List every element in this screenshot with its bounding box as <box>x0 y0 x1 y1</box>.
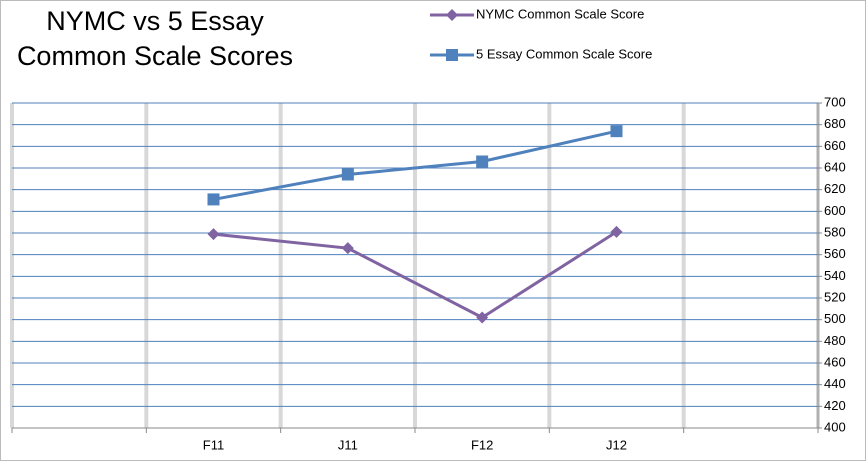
y-tick-label: 700 <box>824 94 846 109</box>
x-tick-label: J11 <box>338 437 358 452</box>
x-tick-label: J12 <box>606 437 627 452</box>
y-tick-label: 560 <box>824 246 846 261</box>
point <box>207 228 220 241</box>
y-tick-label: 540 <box>824 268 846 283</box>
y-tick-label: 680 <box>824 116 846 131</box>
legend-marker <box>446 9 458 21</box>
series-line <box>213 129 617 201</box>
x-tick-label: F12 <box>471 437 493 452</box>
y-tick-label: 500 <box>824 311 846 326</box>
y-tick-label: 580 <box>824 224 846 239</box>
y-tick-label: 620 <box>824 181 846 196</box>
y-tick-label: 420 <box>824 398 846 413</box>
y-tick-label: 520 <box>824 289 846 304</box>
series-line <box>213 230 618 320</box>
legend-label: NYMC Common Scale Score <box>476 6 644 21</box>
point <box>207 193 220 206</box>
legend-label: 5 Essay Common Scale Score <box>476 46 652 61</box>
legend-marker <box>446 49 458 61</box>
y-tick-label: 660 <box>824 138 846 153</box>
point <box>341 242 354 255</box>
y-tick-label: 480 <box>824 333 846 348</box>
point <box>341 168 354 181</box>
y-tick-label: 600 <box>824 203 846 218</box>
y-tick-label: 640 <box>824 159 846 174</box>
y-tick-label: 460 <box>824 354 846 369</box>
chart-title: NYMC vs 5 Essay Common Scale Scores <box>16 6 294 71</box>
x-tick-label: F11 <box>203 437 224 452</box>
point <box>476 155 489 168</box>
y-tick-label: 440 <box>824 376 846 391</box>
y-tick-label: 400 <box>824 419 846 434</box>
point <box>610 225 623 238</box>
point <box>610 125 623 138</box>
point <box>476 311 489 324</box>
